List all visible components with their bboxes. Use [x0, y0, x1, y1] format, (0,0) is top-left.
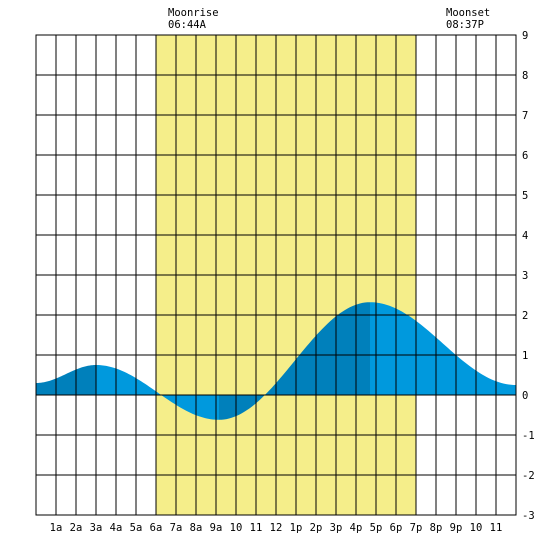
- x-tick-label: 10: [470, 522, 483, 534]
- x-tick-label: 2p: [310, 522, 323, 534]
- x-tick-label: 8p: [430, 522, 443, 534]
- x-tick-label: 5a: [130, 522, 143, 534]
- x-tick-label: 6a: [150, 522, 163, 534]
- y-tick-label: 1: [522, 350, 528, 362]
- y-tick-label: 4: [522, 230, 528, 242]
- x-tick-label: 10: [230, 522, 243, 534]
- x-tick-label: 7a: [170, 522, 183, 534]
- y-tick-label: 5: [522, 190, 528, 202]
- x-tick-label: 12: [270, 522, 283, 534]
- plot-border: [35, 34, 517, 516]
- y-tick-label: 0: [522, 390, 528, 402]
- tide-segment: [370, 302, 516, 395]
- x-tick-label: 3p: [330, 522, 343, 534]
- x-tick-label: 4p: [350, 522, 363, 534]
- x-tick-label: 9p: [450, 522, 463, 534]
- x-tick-label: 5p: [370, 522, 383, 534]
- y-tick-label: -3: [522, 510, 535, 522]
- x-tick-label: 11: [490, 522, 503, 534]
- tide-segment: [96, 365, 219, 420]
- x-tick-label: 11: [250, 522, 263, 534]
- y-tick-label: -1: [522, 430, 535, 442]
- moonrise-label: Moonrise: [168, 7, 219, 19]
- x-tick-label: 9a: [210, 522, 223, 534]
- y-tick-label: 2: [522, 310, 528, 322]
- x-tick-label: 3a: [90, 522, 103, 534]
- moonrise-time: 06:44A: [168, 19, 207, 31]
- x-tick-label: 6p: [390, 522, 403, 534]
- y-tick-label: 6: [522, 150, 528, 162]
- x-tick-label: 2a: [70, 522, 83, 534]
- moonset-label: Moonset: [446, 7, 490, 19]
- y-tick-label: 8: [522, 70, 528, 82]
- x-tick-label: 4a: [110, 522, 123, 534]
- tide-segment: [219, 302, 370, 420]
- y-tick-label: 7: [522, 110, 528, 122]
- tide-segment: [36, 365, 96, 395]
- y-tick-label: 9: [522, 30, 528, 42]
- moonset-time: 08:37P: [446, 19, 484, 31]
- y-tick-label: 3: [522, 270, 528, 282]
- x-tick-label: 7p: [410, 522, 423, 534]
- x-tick-label: 1a: [50, 522, 63, 534]
- x-tick-label: 1p: [290, 522, 303, 534]
- x-tick-label: 8a: [190, 522, 203, 534]
- y-tick-label: -2: [522, 470, 535, 482]
